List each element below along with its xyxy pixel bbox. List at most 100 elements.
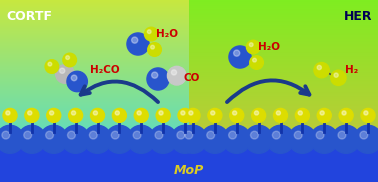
Circle shape (28, 111, 32, 115)
Circle shape (149, 125, 177, 153)
Circle shape (3, 108, 17, 122)
Text: H₂: H₂ (345, 65, 358, 75)
Circle shape (331, 70, 346, 86)
Circle shape (71, 111, 76, 115)
Circle shape (45, 60, 59, 73)
Circle shape (56, 65, 74, 83)
Circle shape (171, 70, 177, 75)
Circle shape (24, 131, 32, 139)
Circle shape (25, 108, 39, 122)
Text: H₂O: H₂O (258, 42, 280, 52)
Circle shape (63, 53, 76, 67)
Circle shape (127, 33, 149, 55)
Circle shape (234, 50, 240, 56)
Circle shape (189, 111, 193, 115)
Circle shape (115, 111, 119, 115)
Circle shape (316, 131, 324, 139)
Circle shape (314, 63, 329, 78)
Circle shape (364, 111, 368, 115)
Circle shape (338, 131, 346, 139)
Circle shape (155, 131, 163, 139)
Circle shape (254, 111, 259, 115)
Circle shape (201, 125, 229, 153)
Circle shape (250, 56, 263, 69)
Circle shape (159, 111, 163, 115)
Circle shape (50, 111, 54, 115)
Circle shape (208, 108, 222, 122)
Circle shape (40, 125, 68, 153)
Circle shape (156, 108, 170, 122)
Circle shape (294, 131, 302, 139)
Circle shape (66, 56, 70, 60)
Circle shape (132, 37, 138, 43)
Circle shape (68, 131, 75, 139)
Circle shape (310, 125, 338, 153)
Circle shape (339, 108, 353, 122)
Circle shape (266, 125, 294, 153)
Circle shape (274, 108, 288, 122)
Circle shape (229, 46, 251, 68)
Text: MoP: MoP (174, 163, 204, 177)
Circle shape (232, 111, 237, 115)
Circle shape (251, 131, 258, 139)
Circle shape (354, 125, 378, 153)
Circle shape (276, 111, 280, 115)
Circle shape (67, 71, 87, 92)
Circle shape (71, 75, 77, 81)
Text: CO: CO (184, 73, 200, 83)
Circle shape (295, 108, 309, 122)
Circle shape (246, 40, 260, 54)
Circle shape (211, 111, 215, 115)
Text: CORTF: CORTF (6, 10, 52, 23)
Circle shape (147, 68, 169, 90)
Circle shape (18, 125, 46, 153)
Circle shape (147, 30, 151, 33)
Circle shape (288, 125, 316, 153)
Circle shape (150, 45, 155, 49)
Circle shape (320, 111, 324, 115)
Circle shape (90, 108, 104, 122)
Circle shape (69, 108, 83, 122)
Circle shape (253, 58, 256, 62)
Circle shape (152, 72, 158, 78)
Circle shape (185, 131, 193, 139)
Circle shape (342, 111, 346, 115)
Circle shape (273, 131, 280, 139)
Circle shape (230, 108, 244, 122)
Circle shape (334, 73, 338, 77)
Circle shape (360, 131, 368, 139)
Circle shape (84, 125, 112, 153)
Text: H₂O: H₂O (156, 29, 178, 39)
Circle shape (105, 125, 133, 153)
Circle shape (317, 65, 321, 70)
Circle shape (171, 125, 199, 153)
Circle shape (46, 131, 53, 139)
Circle shape (317, 108, 331, 122)
Circle shape (249, 43, 253, 47)
Circle shape (186, 108, 200, 122)
Circle shape (179, 125, 207, 153)
Circle shape (111, 131, 119, 139)
Circle shape (181, 111, 185, 115)
Circle shape (89, 131, 97, 139)
Circle shape (207, 131, 215, 139)
Circle shape (245, 125, 273, 153)
Text: H₂CO: H₂CO (90, 65, 119, 75)
Circle shape (229, 131, 237, 139)
Circle shape (167, 66, 186, 85)
Circle shape (93, 111, 98, 115)
Circle shape (178, 108, 192, 122)
Circle shape (2, 131, 10, 139)
Circle shape (298, 111, 302, 115)
Text: HER: HER (344, 10, 372, 23)
Circle shape (177, 131, 185, 139)
Circle shape (6, 111, 10, 115)
Bar (0, 147, 378, 182)
Circle shape (223, 125, 251, 153)
Circle shape (134, 108, 148, 122)
Circle shape (112, 108, 126, 122)
Circle shape (137, 111, 141, 115)
Circle shape (148, 43, 161, 56)
Circle shape (62, 125, 90, 153)
Circle shape (47, 108, 61, 122)
